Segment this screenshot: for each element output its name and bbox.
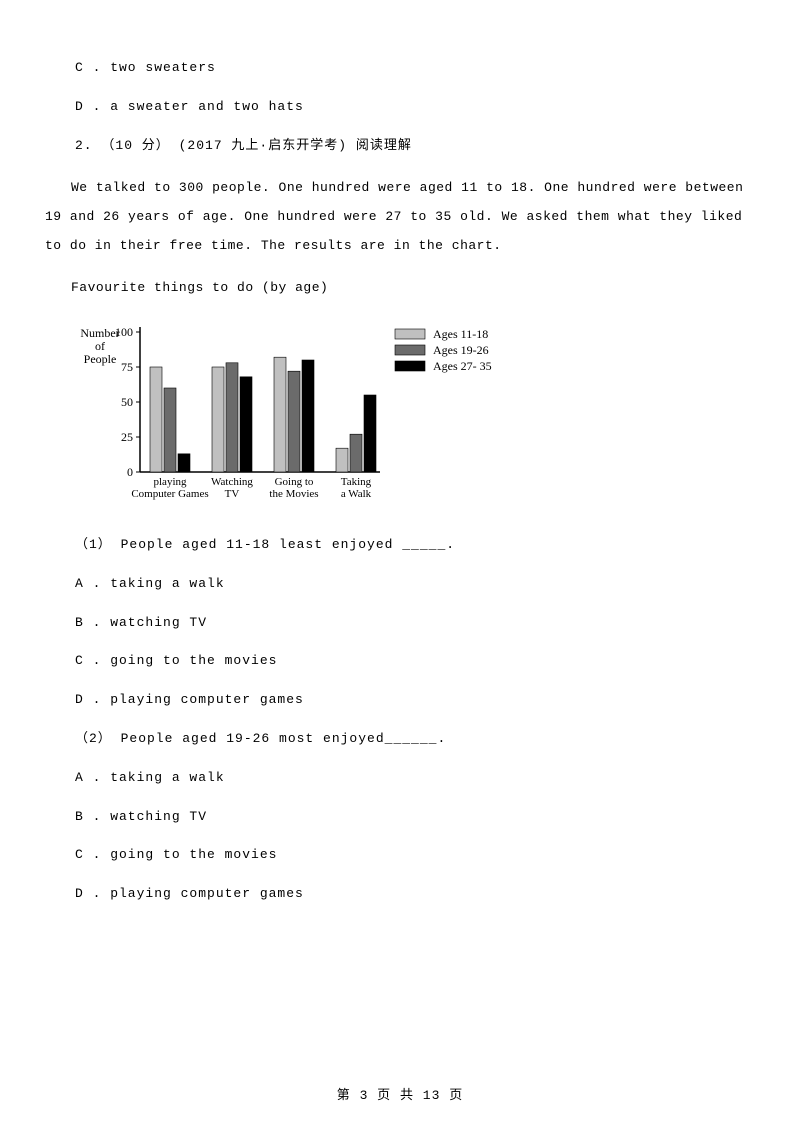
svg-text:Ages 27- 35: Ages 27- 35 (433, 359, 492, 373)
svg-text:0: 0 (127, 465, 133, 479)
svg-text:100: 100 (115, 325, 133, 339)
bar-chart: NumberofPeople 0 25 50 75 100 playingComputer … (75, 317, 755, 517)
q1-option-d: D . playing computer games (75, 690, 755, 711)
option-c-top: C . two sweaters (75, 58, 755, 79)
svg-text:Ages 19-26: Ages 19-26 (433, 343, 489, 357)
option-d-top: D . a sweater and two hats (75, 97, 755, 118)
svg-text:Watching: Watching (211, 476, 253, 488)
q1-option-c: C . going to the movies (75, 651, 755, 672)
passage-paragraph-2: Favourite things to do (by age) (45, 278, 755, 299)
svg-text:Ages 11-18: Ages 11-18 (433, 327, 488, 341)
q2-option-b: B . watching TV (75, 807, 755, 828)
question-2-heading: 2. （10 分） (2017 九上·启东开学考) 阅读理解 (75, 136, 755, 157)
svg-text:75: 75 (121, 360, 133, 374)
svg-text:Computer Games: Computer Games (131, 488, 208, 500)
passage-paragraph-1: We talked to 300 people. One hundred wer… (45, 174, 755, 260)
q2-option-a: A . taking a walk (75, 768, 755, 789)
sub-question-2: （2） People aged 19-26 most enjoyed______… (75, 729, 755, 750)
svg-text:People: People (84, 352, 117, 366)
svg-text:the Movies: the Movies (269, 488, 318, 500)
q2-option-d: D . playing computer games (75, 884, 755, 905)
svg-text:Going to: Going to (275, 476, 314, 488)
svg-text:TV: TV (225, 488, 240, 500)
svg-text:playing: playing (154, 476, 187, 488)
svg-text:50: 50 (121, 395, 133, 409)
chart-svg: NumberofPeople 0 25 50 75 100 playingComputer … (75, 317, 505, 517)
q1-option-a: A . taking a walk (75, 574, 755, 595)
svg-text:Taking: Taking (341, 476, 372, 488)
sub-question-1: （1） People aged 11-18 least enjoyed ____… (75, 535, 755, 556)
svg-text:25: 25 (121, 430, 133, 444)
page-footer: 第 3 页 共 13 页 (0, 1086, 800, 1107)
svg-text:a Walk: a Walk (341, 488, 372, 500)
svg-text:of: of (95, 339, 105, 353)
q2-option-c: C . going to the movies (75, 845, 755, 866)
svg-text:Number: Number (80, 326, 119, 340)
q1-option-b: B . watching TV (75, 613, 755, 634)
